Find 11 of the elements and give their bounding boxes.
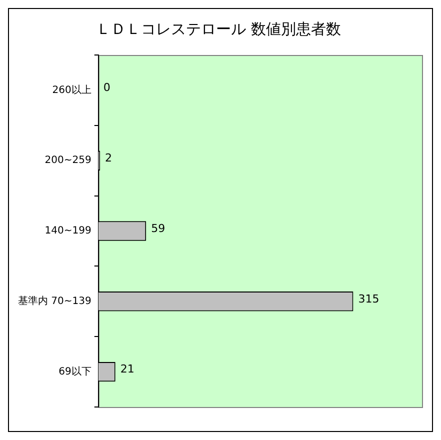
- data-label: 2: [104, 151, 112, 164]
- y-tick-label: 69以下: [58, 365, 92, 378]
- data-label: 315: [358, 292, 380, 306]
- data-label: 59: [151, 222, 166, 235]
- y-tick-label: 200~259: [44, 155, 92, 166]
- y-tick-label: 140~199: [44, 226, 92, 237]
- data-label: 0: [103, 81, 110, 94]
- y-tick-label: 260以上: [52, 84, 92, 96]
- chart-title: ＬＤＬコレステロール 数値別患者数: [96, 20, 341, 38]
- y-tick-label: 基準内 70~139: [18, 294, 92, 307]
- data-label: 21: [120, 362, 134, 376]
